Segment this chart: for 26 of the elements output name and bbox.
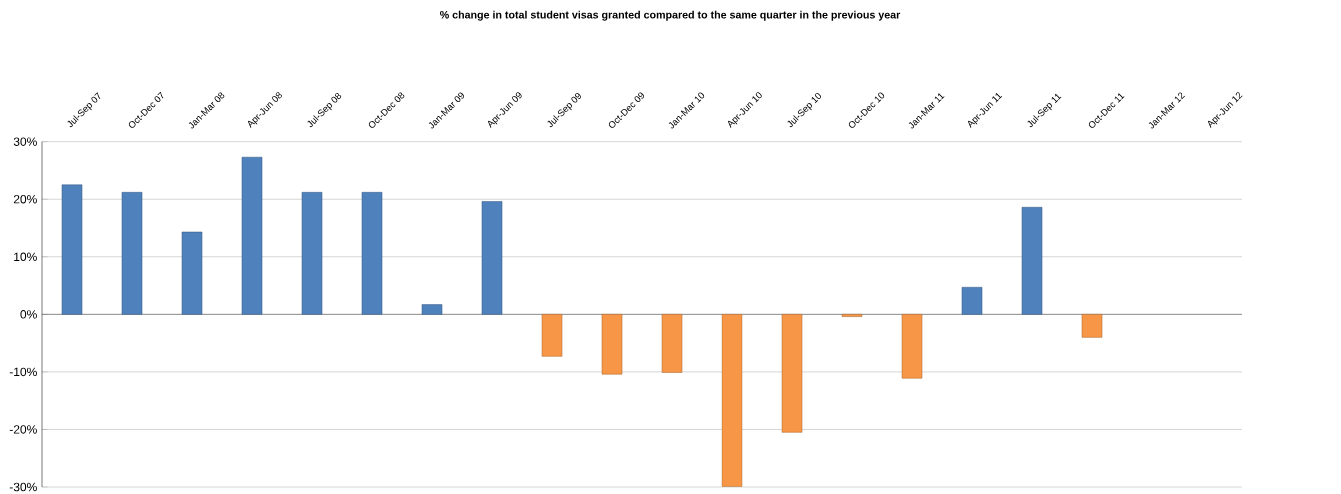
bar <box>61 184 83 315</box>
y-tick-label: -10% <box>9 367 37 377</box>
chart-title: % change in total student visas granted compared to the same quarter in the previous year <box>440 10 901 21</box>
bar <box>361 192 383 315</box>
bar <box>181 231 203 315</box>
bar <box>901 314 923 379</box>
bar <box>601 314 623 375</box>
bar <box>121 192 143 315</box>
y-tick-label: 30% <box>13 137 37 146</box>
bar <box>841 314 863 317</box>
bar <box>541 314 563 357</box>
y-tick-label: -30% <box>9 482 37 492</box>
y-tick-label: -20% <box>9 425 37 434</box>
bar <box>481 201 503 315</box>
bar <box>721 314 743 487</box>
bar <box>301 192 323 315</box>
y-tick-label: 20% <box>13 194 37 204</box>
bar <box>961 287 983 315</box>
bar <box>1021 207 1043 315</box>
bar <box>421 304 443 315</box>
y-tick-label: 10% <box>14 252 37 262</box>
bar <box>1081 314 1103 338</box>
bar <box>661 314 683 373</box>
bar <box>781 314 803 433</box>
y-tick-label: 0% <box>20 310 37 319</box>
bar <box>241 156 263 315</box>
